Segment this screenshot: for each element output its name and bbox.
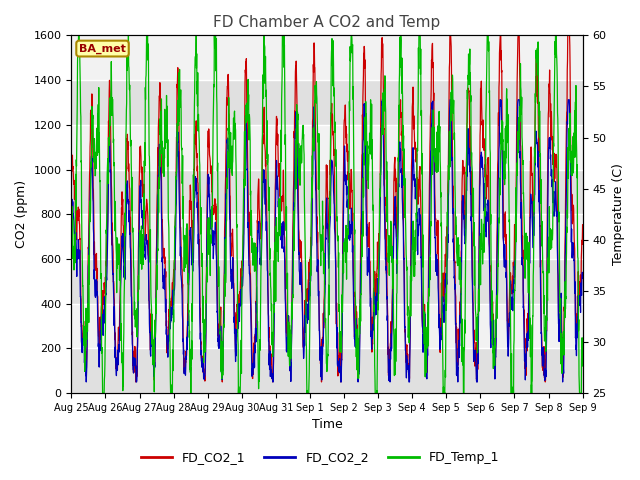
Bar	[72, 259, 582, 304]
Bar	[72, 304, 582, 348]
Bar	[72, 348, 582, 393]
Bar	[72, 36, 582, 80]
Bar	[72, 169, 582, 214]
Bar	[72, 214, 582, 259]
Bar	[72, 125, 582, 169]
Text: BA_met: BA_met	[79, 43, 126, 54]
X-axis label: Time: Time	[312, 419, 342, 432]
Title: FD Chamber A CO2 and Temp: FD Chamber A CO2 and Temp	[213, 15, 440, 30]
Y-axis label: CO2 (ppm): CO2 (ppm)	[15, 180, 28, 248]
Y-axis label: Temperature (C): Temperature (C)	[612, 163, 625, 265]
Legend: FD_CO2_1, FD_CO2_2, FD_Temp_1: FD_CO2_1, FD_CO2_2, FD_Temp_1	[136, 446, 504, 469]
Bar	[72, 80, 582, 125]
